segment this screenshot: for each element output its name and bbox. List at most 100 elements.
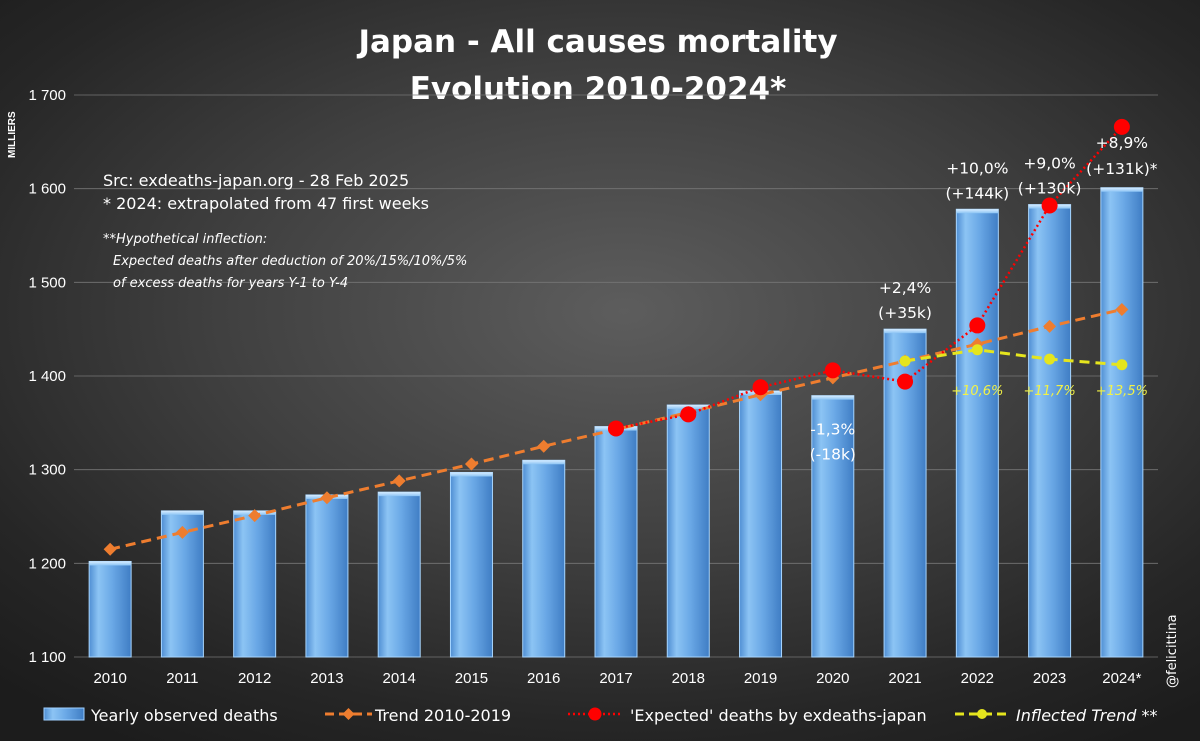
bar-top-highlight xyxy=(522,460,565,465)
annotations: -1,3% (-18k) +2,4% (+35k) +10,0% (+144k) +9,0%… xyxy=(810,134,1158,464)
bars xyxy=(88,187,1144,658)
inflection-note-line-2: Expected deaths after deduction of 20%/1… xyxy=(113,254,467,269)
x-tick-label: 2018 xyxy=(672,670,705,687)
bar xyxy=(955,208,999,658)
bar-change-abs: (+144k) xyxy=(946,184,1010,202)
y-tick-label: 1 400 xyxy=(28,368,66,385)
y-axis-label: MILLIERS xyxy=(7,111,18,158)
expected-marker xyxy=(680,406,697,423)
bar-change-abs: (+35k) xyxy=(878,304,932,322)
expected-marker xyxy=(897,373,914,390)
inflected-marker xyxy=(1044,353,1056,365)
inflected-change-pct: +11,7% xyxy=(1023,384,1075,399)
bar xyxy=(1100,187,1144,658)
expected-marker xyxy=(752,379,769,396)
inflected-marker xyxy=(1116,359,1128,371)
trend-marker xyxy=(464,457,478,471)
inflected-line xyxy=(904,348,1122,367)
bar xyxy=(449,471,493,658)
bar-top-highlight xyxy=(956,209,999,214)
bar xyxy=(811,395,855,658)
inflection-note-line-1: **Hypothetical inflection: xyxy=(103,232,267,247)
bar xyxy=(594,426,638,658)
expected-marker xyxy=(1041,197,1058,214)
inflected-marker xyxy=(899,355,911,367)
inflected-marker xyxy=(971,344,983,356)
y-tick-label: 1 500 xyxy=(28,274,66,291)
x-tick-label: 2014 xyxy=(383,670,416,687)
y-tick-label: 1 100 xyxy=(28,649,66,666)
author-credit: @felicittina xyxy=(1165,614,1180,688)
notes: Src: exdeaths-japan.org - 28 Feb 2025 * … xyxy=(103,171,467,291)
x-tick-label: 2023 xyxy=(1033,670,1066,687)
trend-marker xyxy=(1043,319,1057,333)
legend-inflected-marker xyxy=(977,709,987,719)
x-axis-ticks: 2010 2011 2012 2013 2014 2015 2016 2017 2018 2019… xyxy=(93,670,1141,687)
bar xyxy=(1028,204,1072,658)
x-tick-label: 2020 xyxy=(816,670,849,687)
bar-change-pct: +9,0% xyxy=(1023,155,1075,173)
bar-top-highlight xyxy=(161,510,204,515)
inflected-change-pct: +13,5% xyxy=(1096,384,1148,399)
expected-marker xyxy=(608,420,624,437)
bar-change-abs: (+130k) xyxy=(1018,180,1082,198)
bar xyxy=(666,404,710,658)
bar-change-pct: -1,3% xyxy=(810,421,855,439)
y-tick-label: 1 300 xyxy=(28,462,66,479)
bar xyxy=(305,494,349,658)
series-lines xyxy=(103,118,1130,556)
bar-change-abs: (+131k)* xyxy=(1086,160,1158,178)
legend-label-trend: Trend 2010-2019 xyxy=(374,706,511,725)
expected-marker xyxy=(1113,118,1130,135)
x-tick-label: 2017 xyxy=(599,670,632,687)
legend-trend-marker xyxy=(342,708,355,720)
trend-marker xyxy=(392,474,406,488)
bar-top-highlight xyxy=(811,395,854,400)
trend-marker xyxy=(537,439,551,453)
y-axis-ticks: 1 100 1 200 1 300 1 400 1 500 1 600 1 700 xyxy=(28,87,66,666)
bar-top-highlight xyxy=(1100,187,1143,192)
x-tick-label: 2022 xyxy=(961,670,994,687)
trend-marker xyxy=(248,509,262,523)
trend-marker xyxy=(1115,302,1129,316)
bar-top-highlight xyxy=(884,329,927,334)
bar-change-pct: +8,9% xyxy=(1096,134,1148,152)
x-tick-label: 2011 xyxy=(166,670,198,687)
trend-marker xyxy=(320,491,334,505)
x-tick-label: 2021 xyxy=(888,670,921,687)
bar xyxy=(377,491,421,658)
legend-expected-marker xyxy=(588,707,602,721)
source-note: Src: exdeaths-japan.org - 28 Feb 2025 xyxy=(103,171,409,190)
x-tick-label: 2019 xyxy=(744,670,777,687)
x-tick-label: 2013 xyxy=(310,670,343,687)
bar xyxy=(233,510,277,658)
bar-change-pct: +10,0% xyxy=(946,159,1008,177)
extrapolation-note: * 2024: extrapolated from 47 first weeks xyxy=(103,194,429,213)
legend-bar-swatch xyxy=(43,707,85,721)
x-tick-label: 2024* xyxy=(1102,670,1141,687)
y-tick-label: 1 600 xyxy=(28,181,66,198)
x-tick-label: 2012 xyxy=(238,670,271,687)
bar xyxy=(88,560,132,658)
chart-title: Japan - All causes mortality xyxy=(356,24,837,60)
chart-subtitle: Evolution 2010-2024* xyxy=(410,71,787,107)
inflected-change-pct: +10,6% xyxy=(951,384,1003,399)
expected-marker xyxy=(969,317,986,334)
expected-marker xyxy=(824,362,841,379)
x-tick-label: 2010 xyxy=(93,670,126,687)
y-tick-label: 1 700 xyxy=(28,87,66,104)
bar-change-abs: (-18k) xyxy=(810,446,856,464)
trend-marker xyxy=(175,525,189,539)
bar-change-pct: +2,4% xyxy=(879,279,931,297)
legend-label-inflected: Inflected Trend ** xyxy=(1016,706,1158,725)
bar-top-highlight xyxy=(450,472,493,477)
trend-marker xyxy=(103,542,117,556)
bar xyxy=(522,459,566,658)
x-tick-label: 2015 xyxy=(455,670,488,687)
x-tick-label: 2016 xyxy=(527,670,560,687)
y-tick-label: 1 200 xyxy=(28,555,66,572)
legend-label-observed: Yearly observed deaths xyxy=(90,706,278,725)
legend: Yearly observed deaths Trend 2010-2019 '… xyxy=(43,706,1158,725)
